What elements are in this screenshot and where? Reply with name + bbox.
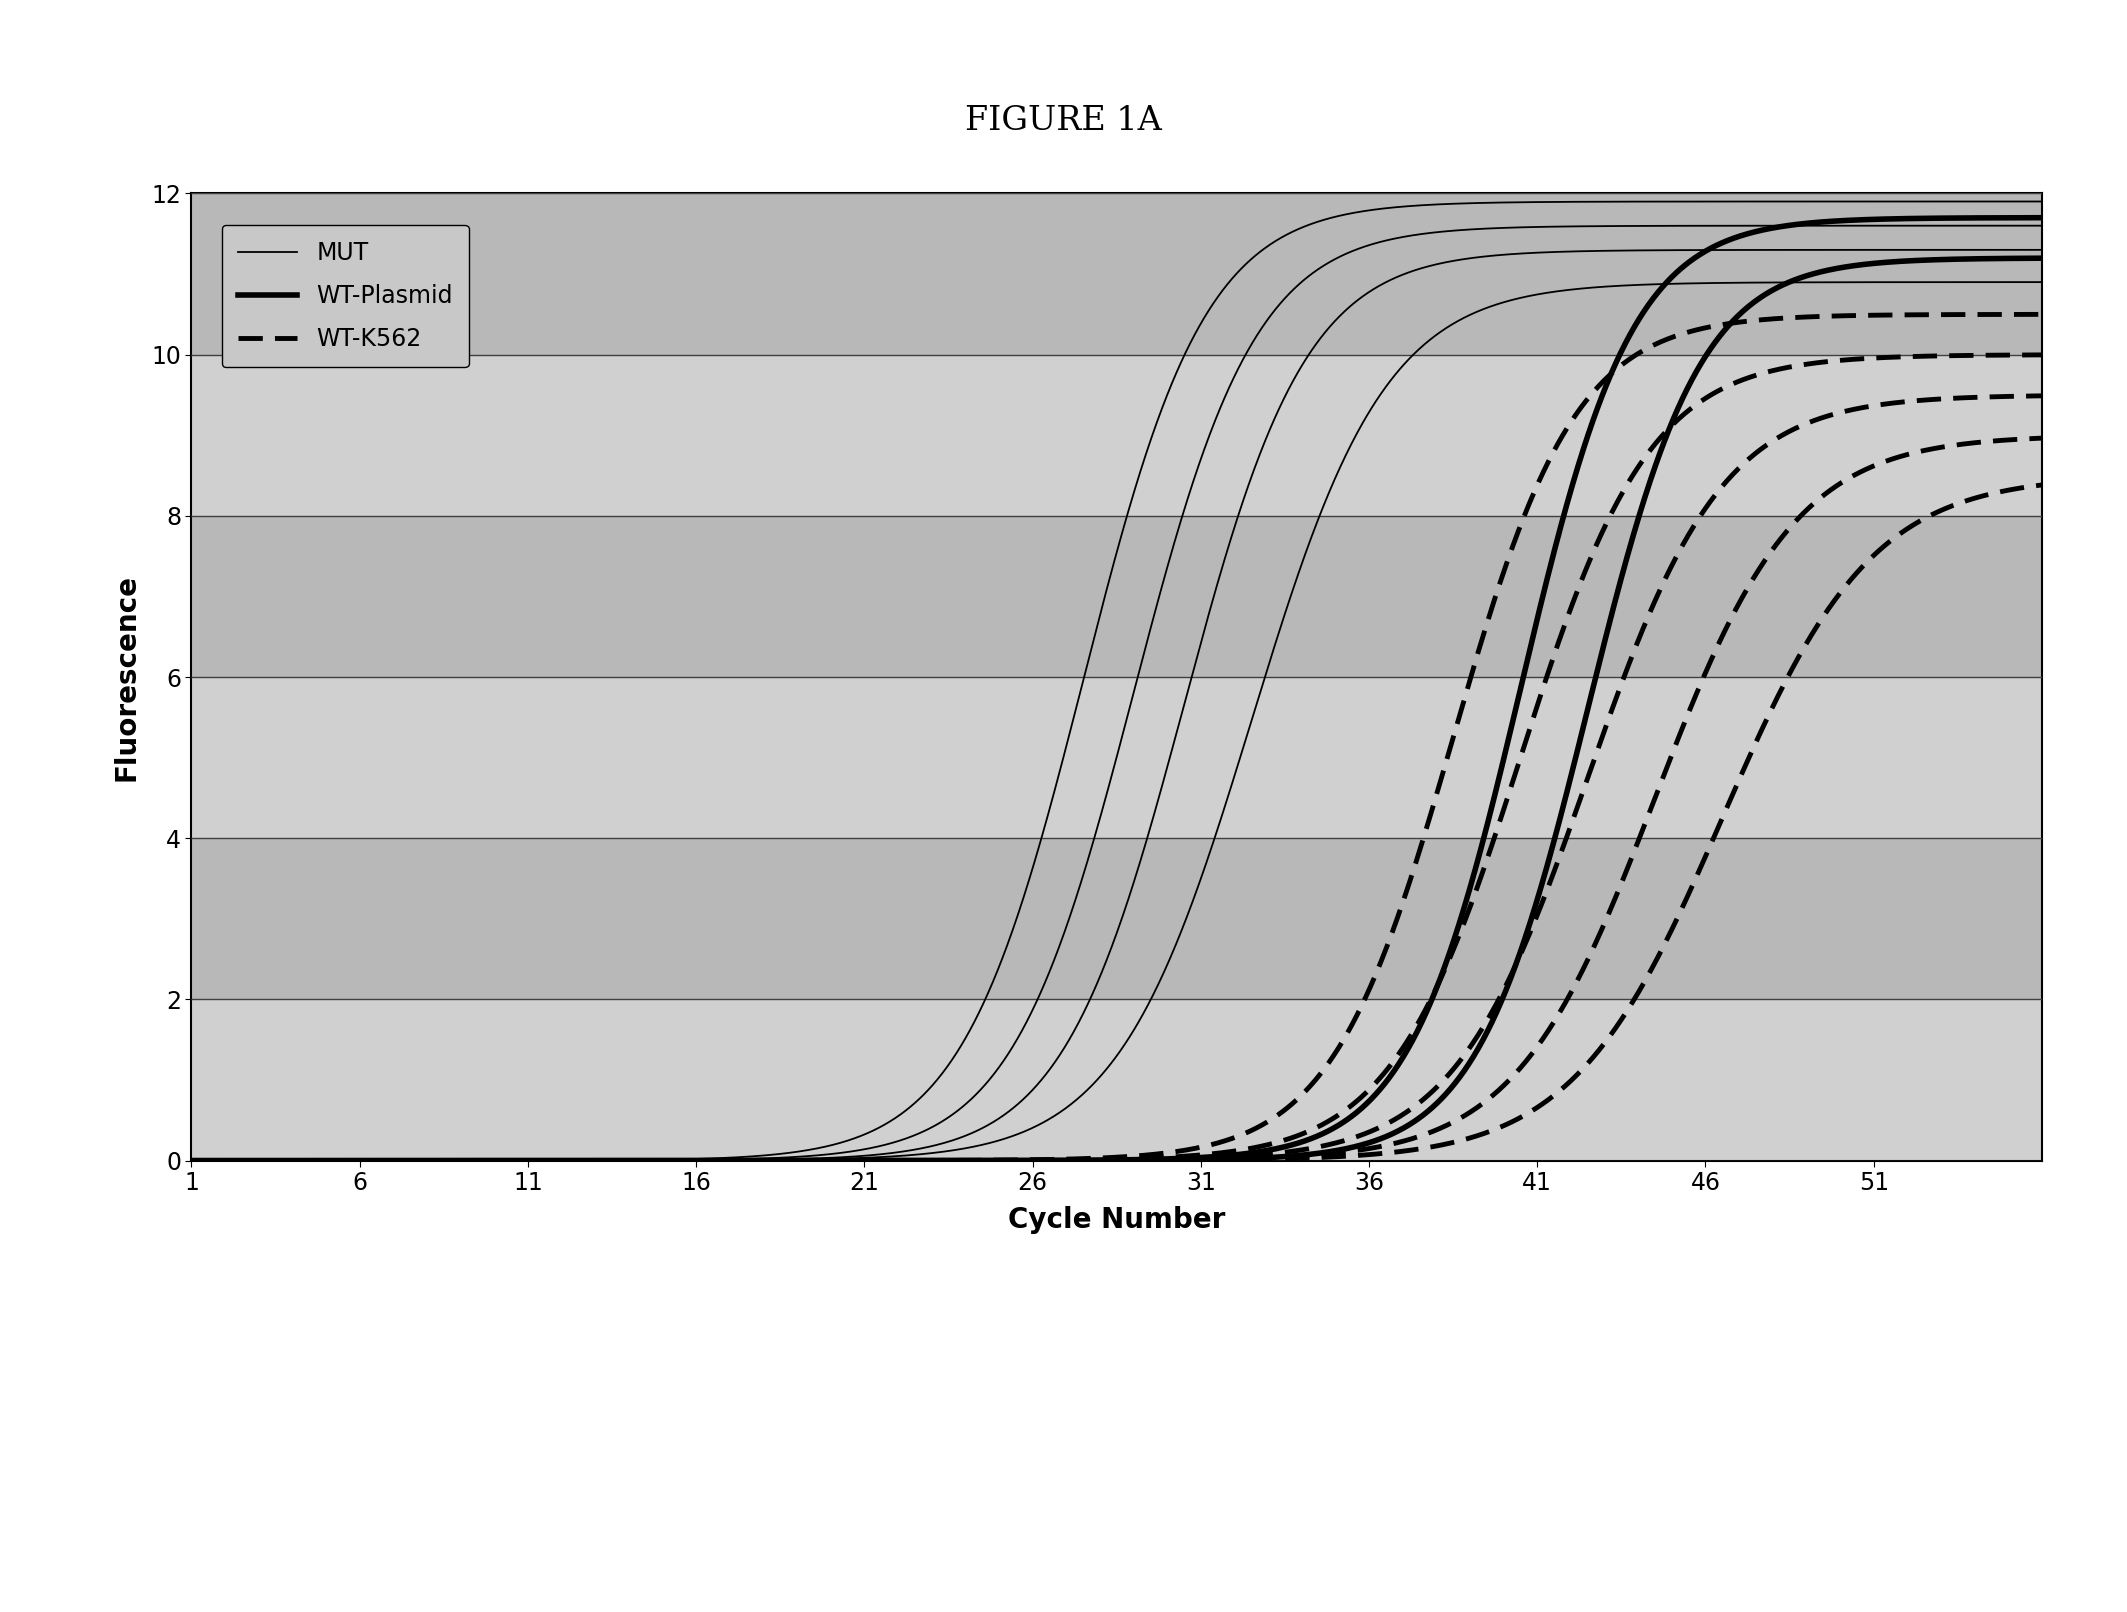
Legend: MUT, WT-Plasmid, WT-K562: MUT, WT-Plasmid, WT-K562 (221, 224, 470, 368)
Bar (191, 677, 2042, 838)
Text: FIGURE 1A: FIGURE 1A (966, 105, 1161, 137)
X-axis label: Cycle Number: Cycle Number (1008, 1206, 1225, 1235)
Bar (191, 999, 2042, 1161)
Y-axis label: Fluorescence: Fluorescence (113, 574, 140, 780)
Bar (191, 193, 2042, 355)
Bar (191, 516, 2042, 677)
Bar (191, 355, 2042, 516)
Bar (191, 838, 2042, 999)
